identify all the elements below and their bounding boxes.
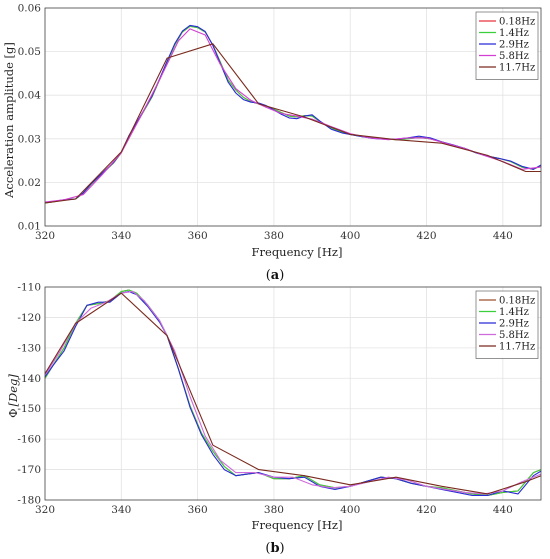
y-tick-label-a-5: 0.06 xyxy=(18,3,42,15)
legend-label-a-2: 2.9Hz xyxy=(499,40,529,51)
x-tick-label-b-6: 440 xyxy=(493,504,513,516)
x-tick-label-a-6: 440 xyxy=(493,230,513,242)
legend-box-b xyxy=(475,290,539,359)
y-ticks-b: -180 -170 -160 -150 -140 -130 -120 -110 xyxy=(17,282,41,507)
legend-label-b-3: 5.8Hz xyxy=(499,330,529,341)
panel-label-b-close: ) xyxy=(280,541,285,556)
legend-label-a-3: 5.8Hz xyxy=(499,51,529,62)
x-tick-label-b-1: 340 xyxy=(111,504,131,516)
series-group-b xyxy=(44,289,542,496)
x-axis-label-a: Frequency [Hz] xyxy=(252,245,343,259)
y-tick-label-b-7: -110 xyxy=(17,282,41,294)
series-line-a-4 xyxy=(44,43,541,204)
series-line-b-1 xyxy=(44,289,542,496)
y-tick-label-b-0: -180 xyxy=(17,495,41,507)
y-axis-label-b-unit: [Deg] xyxy=(6,374,20,407)
y-tick-label-b-4: -140 xyxy=(17,373,41,385)
series-group-a xyxy=(44,24,542,204)
y-tick-label-b-6: -120 xyxy=(17,312,41,324)
legend-label-b-0: 0.18Hz xyxy=(499,296,535,307)
x-tick-label-a-2: 360 xyxy=(188,230,208,242)
y-tick-label-b-1: -170 xyxy=(17,464,41,476)
chart-panel-a: 320 340 360 380 400 420 440 0.010.020.030.040.… xyxy=(2,3,542,283)
legend-label-a-4: 11.7Hz xyxy=(499,63,535,74)
x-tick-label-b-3: 380 xyxy=(264,504,284,516)
legend-box-a xyxy=(475,11,539,80)
y-tick-label-a-4: 0.05 xyxy=(18,46,41,58)
chart-panel-b: 320 340 360 380 400 420 440 -180-170-160-150-1… xyxy=(6,282,542,556)
panel-label-a-close: ) xyxy=(279,268,284,283)
series-line-b-3 xyxy=(44,291,542,495)
legend-label-b-2: 2.9Hz xyxy=(499,319,529,330)
legend-label-b-1: 1.4Hz xyxy=(499,307,529,318)
x-tick-label-a-0: 320 xyxy=(35,230,55,242)
series-line-a-3 xyxy=(44,28,542,203)
y-tick-label-b-5: -130 xyxy=(17,342,41,354)
panel-label-b-open: ( xyxy=(265,541,270,556)
legend-label-a-0: 0.18Hz xyxy=(499,17,535,28)
y-tick-label-a-0: 0.01 xyxy=(18,221,41,233)
x-tick-label-a-5: 420 xyxy=(417,230,437,242)
y-axis-label-b-prefix: Φ xyxy=(6,408,20,417)
legend-label-a-1: 1.4Hz xyxy=(499,28,529,39)
y-tick-label-b-3: -150 xyxy=(17,403,41,415)
panel-label-b-letter: b xyxy=(270,541,279,556)
x-tick-label-b-2: 360 xyxy=(188,504,208,516)
y-tick-label-a-3: 0.04 xyxy=(18,90,42,102)
y-tick-label-a-1: 0.02 xyxy=(18,177,41,189)
y-tick-label-b-2: -160 xyxy=(17,434,41,446)
x-tick-label-b-5: 420 xyxy=(417,504,437,516)
x-ticks-a: 320 340 360 380 400 420 440 xyxy=(35,230,513,242)
y-ticks-a: 0.01 0.02 0.03 0.04 0.05 0.06 xyxy=(18,3,42,233)
x-tick-label-a-3: 380 xyxy=(264,230,284,242)
grid-b xyxy=(44,286,541,501)
series-line-a-1 xyxy=(44,25,542,204)
x-axis-label-b: Frequency [Hz] xyxy=(252,518,343,532)
x-ticks-b: 320 340 360 380 400 420 440 xyxy=(35,504,513,516)
plot-frame-b xyxy=(44,286,542,501)
legend-label-b-4: 11.7Hz xyxy=(499,342,535,353)
panel-label-a-open: ( xyxy=(266,268,271,283)
y-tick-label-a-2: 0.03 xyxy=(18,133,41,145)
series-line-a-0 xyxy=(44,25,542,204)
plot-frame-a xyxy=(44,7,542,227)
series-line-b-2 xyxy=(44,291,542,496)
x-tick-label-b-4: 400 xyxy=(340,504,360,516)
x-tick-label-a-4: 400 xyxy=(340,230,360,242)
y-axis-label-a: Acceleration amplitude [g] xyxy=(2,42,16,199)
x-tick-label-b-0: 320 xyxy=(35,504,55,516)
panel-label-a: (a) xyxy=(266,268,285,283)
series-line-b-0 xyxy=(44,289,542,496)
series-line-b-4 xyxy=(44,292,542,495)
panel-label-b: (b) xyxy=(265,541,284,556)
y-axis-label-b: Φ[Deg] xyxy=(6,374,20,418)
panel-label-a-letter: a xyxy=(271,268,280,283)
x-tick-label-a-1: 340 xyxy=(111,230,131,242)
